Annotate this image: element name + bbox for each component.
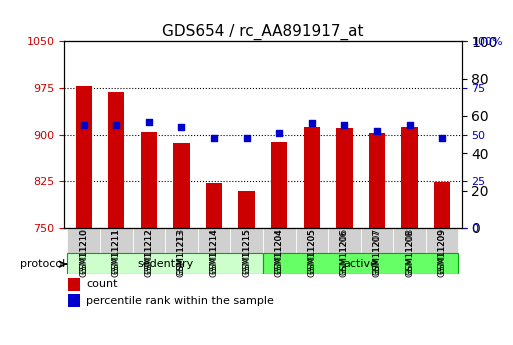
Text: sedentary: sedentary xyxy=(137,259,193,269)
Text: GSM11209: GSM11209 xyxy=(438,228,447,277)
FancyBboxPatch shape xyxy=(328,228,361,254)
Point xyxy=(405,122,413,128)
Text: GSM11214: GSM11214 xyxy=(209,229,219,275)
Text: active: active xyxy=(344,259,378,269)
FancyBboxPatch shape xyxy=(100,228,132,254)
Text: GSM11204: GSM11204 xyxy=(274,229,284,275)
Text: GSM11215: GSM11215 xyxy=(242,229,251,275)
FancyBboxPatch shape xyxy=(263,254,459,274)
Point xyxy=(210,136,218,141)
FancyBboxPatch shape xyxy=(132,228,165,254)
Bar xyxy=(369,133,385,228)
Text: GSM11214: GSM11214 xyxy=(209,228,219,277)
Text: GSM11215: GSM11215 xyxy=(242,228,251,277)
Text: GSM11212: GSM11212 xyxy=(144,229,153,275)
Bar xyxy=(68,294,80,307)
Point xyxy=(438,136,446,141)
Text: GSM11208: GSM11208 xyxy=(405,229,414,275)
Bar xyxy=(336,128,352,228)
FancyBboxPatch shape xyxy=(230,228,263,254)
FancyBboxPatch shape xyxy=(263,228,295,254)
Point xyxy=(145,119,153,124)
FancyBboxPatch shape xyxy=(67,228,100,254)
Text: GSM11212: GSM11212 xyxy=(144,228,153,277)
Bar xyxy=(173,143,190,228)
Bar xyxy=(108,92,125,228)
FancyBboxPatch shape xyxy=(393,228,426,254)
Text: GSM11208: GSM11208 xyxy=(405,228,414,277)
Text: GSM11210: GSM11210 xyxy=(79,228,88,277)
Text: GSM11206: GSM11206 xyxy=(340,229,349,275)
Bar xyxy=(239,190,255,228)
Text: percentile rank within the sample: percentile rank within the sample xyxy=(86,296,274,306)
Text: GSM11207: GSM11207 xyxy=(372,229,382,275)
Text: GSM11209: GSM11209 xyxy=(438,229,447,275)
Bar xyxy=(68,278,80,291)
Text: GSM11204: GSM11204 xyxy=(274,228,284,277)
Text: GSM11205: GSM11205 xyxy=(307,228,317,277)
FancyBboxPatch shape xyxy=(198,228,230,254)
Point xyxy=(308,121,316,126)
Bar xyxy=(304,127,320,228)
Bar xyxy=(206,183,222,228)
FancyBboxPatch shape xyxy=(426,228,459,254)
Text: GSM11211: GSM11211 xyxy=(112,228,121,277)
Point xyxy=(340,122,348,128)
Bar xyxy=(401,127,418,228)
Title: GDS654 / rc_AA891917_at: GDS654 / rc_AA891917_at xyxy=(162,24,364,40)
Point xyxy=(80,122,88,128)
Point xyxy=(243,136,251,141)
Bar xyxy=(141,132,157,228)
FancyBboxPatch shape xyxy=(295,228,328,254)
Text: GSM11211: GSM11211 xyxy=(112,229,121,275)
Text: GSM11207: GSM11207 xyxy=(372,228,382,277)
Text: GSM11213: GSM11213 xyxy=(177,229,186,275)
Text: GSM11206: GSM11206 xyxy=(340,228,349,277)
Bar xyxy=(434,182,450,228)
Bar xyxy=(75,86,92,228)
Point xyxy=(112,122,121,128)
FancyBboxPatch shape xyxy=(165,228,198,254)
FancyBboxPatch shape xyxy=(67,254,263,274)
Point xyxy=(177,125,186,130)
FancyBboxPatch shape xyxy=(361,228,393,254)
Point xyxy=(275,130,283,136)
Text: GSM11205: GSM11205 xyxy=(307,229,317,275)
Bar xyxy=(271,142,287,228)
Text: GSM11210: GSM11210 xyxy=(79,229,88,275)
Text: count: count xyxy=(86,279,117,289)
Point xyxy=(373,128,381,134)
Text: GSM11213: GSM11213 xyxy=(177,228,186,277)
Text: protocol: protocol xyxy=(19,259,65,269)
